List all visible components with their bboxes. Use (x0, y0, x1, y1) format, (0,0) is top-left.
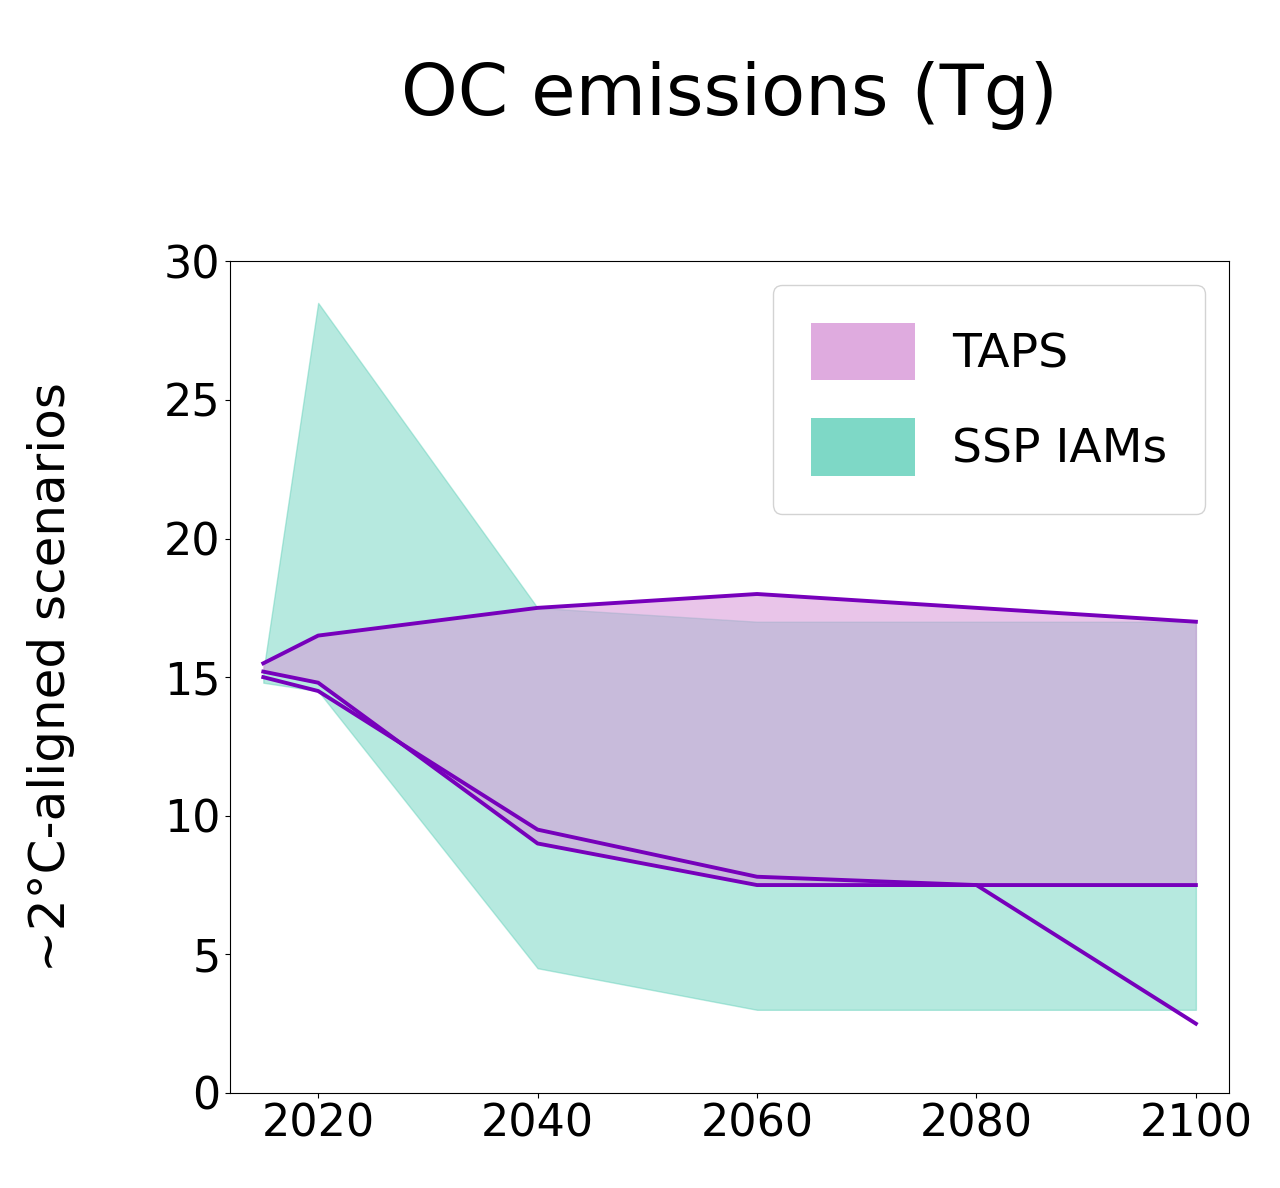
Text: ∼2°C-aligned scenarios: ∼2°C-aligned scenarios (27, 383, 76, 972)
Text: OC emissions (Tg): OC emissions (Tg) (401, 61, 1059, 129)
Legend: TAPS, SSP IAMs: TAPS, SSP IAMs (773, 285, 1206, 513)
